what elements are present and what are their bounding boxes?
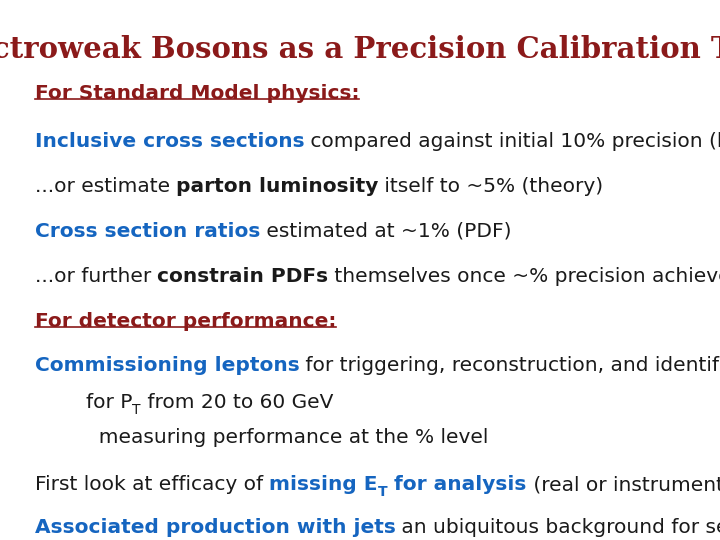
Text: Inclusive cross sections: Inclusive cross sections (35, 132, 304, 151)
Text: For detector performance:: For detector performance: (35, 312, 336, 330)
Text: For Standard Model physics:: For Standard Model physics: (35, 84, 359, 103)
Text: for triggering, reconstruction, and identification: for triggering, reconstruction, and iden… (300, 356, 720, 375)
Text: T: T (377, 485, 387, 499)
Text: Cross section ratios: Cross section ratios (35, 222, 260, 241)
Text: for P: for P (35, 393, 132, 412)
Text: itself to ~5% (theory): itself to ~5% (theory) (379, 177, 603, 196)
Text: Associated production with jets: Associated production with jets (35, 518, 395, 537)
Text: (real or instrumental): (real or instrumental) (526, 475, 720, 494)
Text: an ubiquitous background for searches: an ubiquitous background for searches (395, 518, 720, 537)
Text: Electroweak Bosons as a Precision Calibration Tool: Electroweak Bosons as a Precision Calibr… (0, 35, 720, 64)
Text: T: T (132, 403, 140, 417)
Text: constrain PDFs: constrain PDFs (157, 267, 328, 286)
Text: estimated at ~1% (PDF): estimated at ~1% (PDF) (260, 222, 511, 241)
Text: missing E: missing E (269, 475, 377, 494)
Text: compared against initial 10% precision (lumi): compared against initial 10% precision (… (304, 132, 720, 151)
Text: for analysis: for analysis (387, 475, 526, 494)
Text: ...or further: ...or further (35, 267, 157, 286)
Text: First look at efficacy of: First look at efficacy of (35, 475, 269, 494)
Text: measuring performance at the % level: measuring performance at the % level (35, 428, 488, 447)
Text: themselves once ~% precision achieved: themselves once ~% precision achieved (328, 267, 720, 286)
Text: parton luminosity: parton luminosity (176, 177, 379, 196)
Text: Commissioning leptons: Commissioning leptons (35, 356, 300, 375)
Text: ...or estimate: ...or estimate (35, 177, 176, 196)
Text: from 20 to 60 GeV: from 20 to 60 GeV (140, 393, 333, 412)
